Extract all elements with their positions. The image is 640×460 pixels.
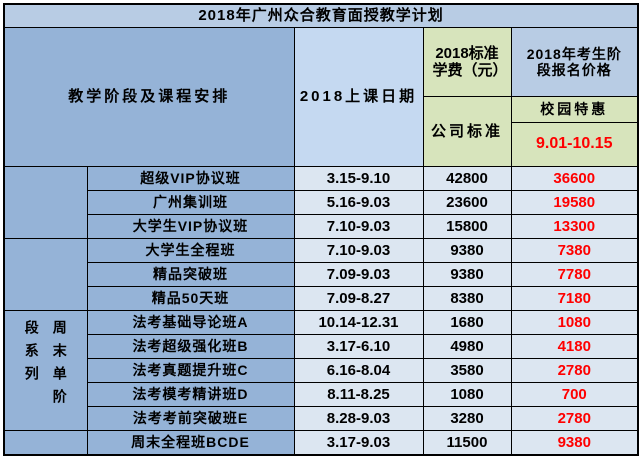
- date-cell: 3.17-6.10: [293, 334, 424, 359]
- course-cell: 周末全程班BCDE: [86, 430, 295, 455]
- price-table-sheet: 2018年广州众合教育面授教学计划 教学阶段及课程安排 2018上课日期 201…: [3, 3, 640, 456]
- teaching-plan-table: 2018年广州众合教育面授教学计划 教学阶段及课程安排 2018上课日期 201…: [3, 3, 640, 456]
- fee-cell: 4980: [422, 334, 512, 359]
- group-label-weekend-series: 周末单阶段系列: [23, 319, 68, 412]
- discount-cell: 4180: [510, 334, 639, 359]
- course-cell: 法考基础导论班A: [86, 310, 295, 335]
- fee-cell: 11500: [422, 430, 512, 455]
- discount-cell: 1080: [510, 310, 639, 335]
- discount-cell: 2780: [510, 406, 639, 431]
- date-cell: 8.28-9.03: [293, 406, 424, 431]
- discount-cell: 700: [510, 382, 639, 407]
- course-cell: 大学生全程班: [86, 238, 295, 263]
- discount-cell: 19580: [510, 190, 639, 215]
- fee-cell: 1680: [422, 310, 512, 335]
- fee-cell: 42800: [422, 166, 512, 191]
- course-cell: 大学生VIP协议班: [86, 214, 295, 239]
- course-cell: 广州集训班: [86, 190, 295, 215]
- fee-cell: 15800: [422, 214, 512, 239]
- fee-cell: 3580: [422, 358, 512, 383]
- discount-cell: 36600: [510, 166, 639, 191]
- discount-cell: 9380: [510, 430, 639, 455]
- header-campus-special: 校园特惠: [510, 96, 639, 123]
- date-cell: 10.14-12.31: [293, 310, 424, 335]
- fee-cell: 9380: [422, 238, 512, 263]
- fee-cell: 3280: [422, 406, 512, 431]
- header-company-standard: 公司标准: [422, 96, 512, 167]
- date-cell: 3.17-9.03: [293, 430, 424, 455]
- header-special-period: 9.01-10.15: [510, 122, 639, 167]
- course-cell: 法考考前突破班E: [86, 406, 295, 431]
- group-cell-bottom: [3, 430, 88, 455]
- header-applicant-price: 2018年考生阶段报名价格: [510, 27, 639, 97]
- date-cell: 7.09-8.27: [293, 286, 424, 311]
- course-cell: 精品突破班: [86, 262, 295, 287]
- header-standard-fee: 2018标准学费（元）: [422, 27, 512, 97]
- group-cell-weekend-series: 周末单阶段系列: [3, 310, 88, 431]
- date-cell: 7.10-9.03: [293, 238, 424, 263]
- group-cell-fulltime: [3, 238, 88, 311]
- discount-cell: 2780: [510, 358, 639, 383]
- discount-cell: 7180: [510, 286, 639, 311]
- date-cell: 7.10-9.03: [293, 214, 424, 239]
- fee-cell: 8380: [422, 286, 512, 311]
- date-cell: 6.16-8.04: [293, 358, 424, 383]
- header-stage-course: 教学阶段及课程安排: [3, 27, 295, 167]
- course-cell: 精品50天班: [86, 286, 295, 311]
- discount-cell: 7780: [510, 262, 639, 287]
- page-title: 2018年广州众合教育面授教学计划: [3, 3, 639, 28]
- course-cell: 超级VIP协议班: [86, 166, 295, 191]
- fee-cell: 23600: [422, 190, 512, 215]
- discount-cell: 7380: [510, 238, 639, 263]
- discount-cell: 13300: [510, 214, 639, 239]
- header-class-date: 2018上课日期: [293, 27, 424, 167]
- course-cell: 法考真题提升班C: [86, 358, 295, 383]
- date-cell: 8.11-8.25: [293, 382, 424, 407]
- fee-cell: 9380: [422, 262, 512, 287]
- fee-cell: 1080: [422, 382, 512, 407]
- date-cell: 7.09-9.03: [293, 262, 424, 287]
- date-cell: 5.16-9.03: [293, 190, 424, 215]
- date-cell: 3.15-9.10: [293, 166, 424, 191]
- course-cell: 法考超级强化班B: [86, 334, 295, 359]
- group-cell-vip: [3, 166, 88, 239]
- course-cell: 法考模考精讲班D: [86, 382, 295, 407]
